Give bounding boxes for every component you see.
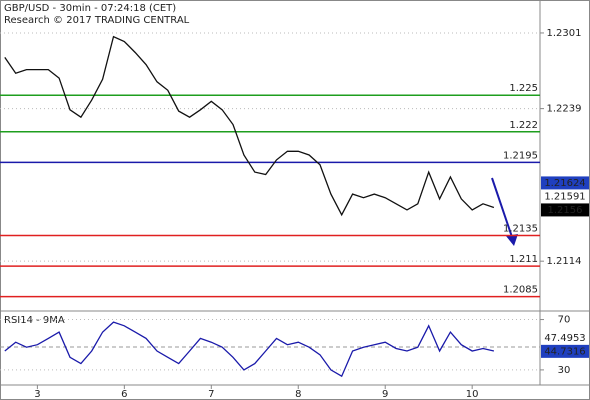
price-tag: 44.7316 xyxy=(544,346,585,357)
x-tick-label: 9 xyxy=(382,389,388,400)
y-tick-label: 1.2114 xyxy=(547,256,582,267)
price-tag: 1.21591 xyxy=(544,191,585,202)
x-tick-label: 7 xyxy=(208,389,214,400)
series-line xyxy=(4,35,495,217)
price-tag-box xyxy=(541,331,589,345)
y-tick-label: 70 xyxy=(558,315,571,326)
price-tag-box xyxy=(541,203,589,217)
x-tick-label: 10 xyxy=(466,389,479,400)
price-tag-box xyxy=(541,189,589,203)
level-label: 1.2195 xyxy=(503,150,538,161)
y-tick-label: 1.2239 xyxy=(547,104,582,115)
chart-title: GBP/USD - 30min - 07:24:18 (CET) xyxy=(4,3,176,14)
forecast-arrow xyxy=(491,177,514,241)
x-tick-label: 6 xyxy=(121,389,127,400)
level-label: 1.225 xyxy=(509,83,538,94)
panel-title: RSI14 - 9MA xyxy=(4,315,65,326)
price-tag: 47.4953 xyxy=(544,333,585,344)
forecast-arrowhead xyxy=(506,234,518,246)
level-label: 1.211 xyxy=(509,254,538,265)
chart-subtitle: Research © 2017 TRADING CENTRAL xyxy=(4,15,190,26)
level-label: 1.2135 xyxy=(503,224,538,235)
level-label: 1.2085 xyxy=(503,285,538,296)
price-tag: 1.21624 xyxy=(544,178,585,189)
level-label: 1.222 xyxy=(509,120,538,131)
series-line xyxy=(4,321,495,378)
x-tick-label: 8 xyxy=(295,389,301,400)
x-tick-label: 3 xyxy=(34,389,40,400)
price-tag: 1.2156 xyxy=(548,205,583,216)
price-tag-box xyxy=(541,344,589,358)
y-tick-label: 1.2301 xyxy=(547,28,582,39)
y-tick-label: 30 xyxy=(558,365,571,376)
price-tag-box xyxy=(541,176,589,190)
